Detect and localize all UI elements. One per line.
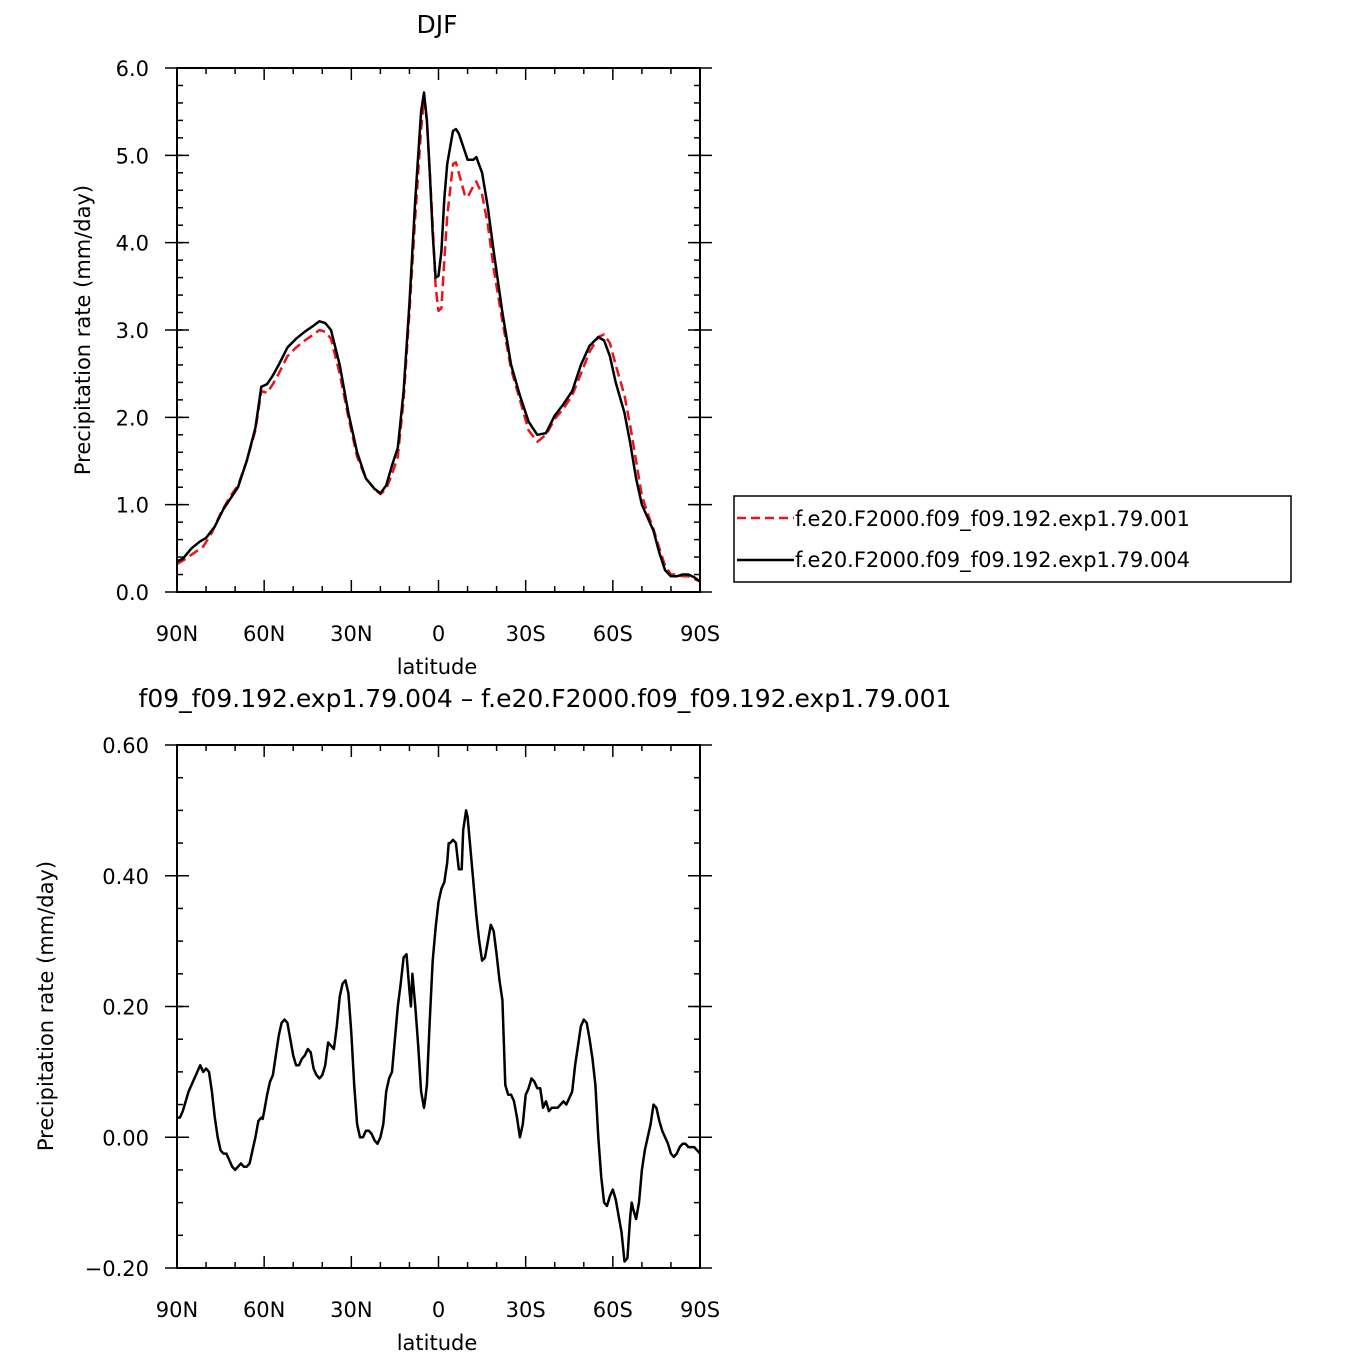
- y-tick-label: 3.0: [116, 319, 149, 343]
- x-tick-label: 60N: [243, 1298, 285, 1322]
- bottom-chart: f09_f09.192.exp1.79.004 – f.e20.F2000.f0…: [34, 684, 951, 1355]
- x-tick-label: 90N: [156, 622, 198, 646]
- y-tick-label: 2.0: [116, 406, 149, 430]
- x-tick-label: 30N: [330, 622, 372, 646]
- legend-label-001: f.e20.F2000.f09_f09.192.exp1.79.001: [795, 507, 1190, 532]
- x-tick-label: 90S: [680, 1298, 720, 1322]
- y-tick-label: 5.0: [116, 144, 149, 168]
- x-tick-label: 60N: [243, 622, 285, 646]
- top-tick-labels: 90N 60N 30N 0 30S 60S 90S 0.0 1.0 2.0 3.0 4.0 5.0 6.0: [116, 57, 720, 646]
- x-tick-label: 60S: [593, 622, 633, 646]
- x-tick-label: 90N: [156, 1298, 198, 1322]
- top-ticks: [165, 67, 712, 593]
- bottom-plot-frame: [176, 744, 701, 1269]
- y-tick-label: 0.0: [116, 581, 149, 605]
- bottom-y-axis-label: Precipitation rate (mm/day): [34, 861, 58, 1151]
- y-tick-label: 0.60: [102, 734, 149, 758]
- y-tick-label: −0.20: [85, 1257, 149, 1281]
- legend-box: [733, 495, 1292, 583]
- y-tick-label: 0.20: [102, 996, 149, 1020]
- x-tick-label: 30N: [330, 1298, 372, 1322]
- top-chart: DJF 90N 60N 30N 0 30S 60S 90S 0.0 1.0 2.0 3.0 4.0 5.…: [71, 10, 1292, 679]
- y-tick-label: 6.0: [116, 57, 149, 81]
- y-tick-label: 0.00: [102, 1126, 149, 1150]
- bottom-tick-labels: 90N 60N 30N 0 30S 60S 90S −0.20 0.00 0.20 0.40 0.60: [85, 734, 720, 1322]
- legend: f.e20.F2000.f09_f09.192.exp1.79.001 f.e2…: [733, 495, 1292, 583]
- bottom-chart-title: f09_f09.192.exp1.79.004 – f.e20.F2000.f0…: [139, 684, 952, 713]
- series-line-0: [177, 809, 701, 1263]
- x-tick-label: 30S: [506, 622, 546, 646]
- top-chart-title: DJF: [416, 10, 457, 39]
- x-tick-label: 0: [432, 1298, 445, 1322]
- y-tick-label: 4.0: [116, 232, 149, 256]
- bottom-series: [177, 809, 701, 1263]
- top-x-axis-label: latitude: [397, 655, 478, 679]
- y-tick-label: 0.40: [102, 865, 149, 889]
- bottom-x-axis-label: latitude: [397, 1331, 478, 1355]
- x-tick-label: 30S: [506, 1298, 546, 1322]
- x-tick-label: 0: [432, 622, 445, 646]
- y-tick-label: 1.0: [116, 494, 149, 518]
- x-tick-label: 90S: [680, 622, 720, 646]
- x-tick-label: 60S: [593, 1298, 633, 1322]
- top-series: [176, 91, 701, 583]
- bottom-ticks: [165, 744, 712, 1269]
- series-line-1: [176, 91, 701, 583]
- top-plot-frame: [176, 67, 701, 593]
- series-line-0: [176, 97, 701, 583]
- top-y-axis-label: Precipitation rate (mm/day): [71, 185, 95, 475]
- legend-label-004: f.e20.F2000.f09_f09.192.exp1.79.004: [795, 548, 1190, 573]
